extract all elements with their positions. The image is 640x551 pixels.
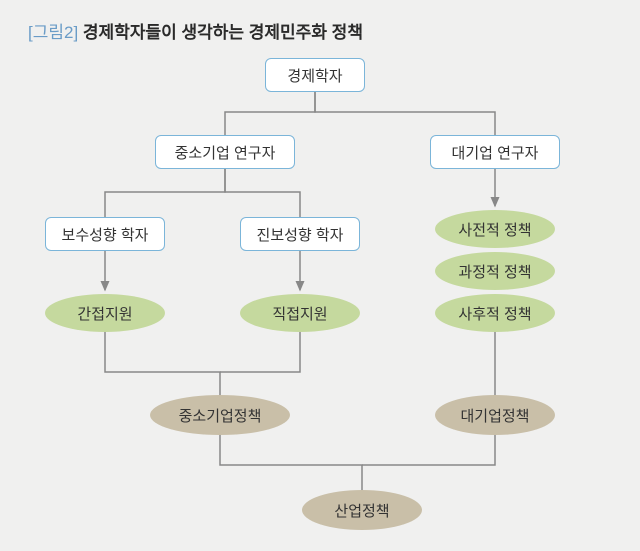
figure-title: [그림2] 경제학자들이 생각하는 경제민주화 정책 — [28, 18, 363, 43]
title-prefix: [그림2] — [28, 23, 78, 42]
node-label: 산업정책 — [334, 500, 389, 521]
node-preemptive: 사전적 정책 — [435, 210, 555, 248]
node-postfacto: 사후적 정책 — [435, 294, 555, 332]
node-root: 경제학자 — [265, 58, 365, 92]
node-label: 간접지원 — [77, 303, 132, 324]
node-label: 보수성향 학자 — [62, 224, 149, 245]
connector — [315, 92, 495, 135]
connector — [225, 92, 315, 135]
node-direct: 직접지원 — [240, 294, 360, 332]
connector — [105, 332, 220, 395]
node-process: 과정적 정책 — [435, 252, 555, 290]
node-label: 진보성향 학자 — [257, 224, 344, 245]
node-conservative: 보수성향 학자 — [45, 217, 165, 251]
node-label: 대기업 연구자 — [452, 142, 539, 163]
title-main: 경제학자들이 생각하는 경제민주화 정책 — [78, 23, 363, 42]
connector — [220, 435, 362, 490]
node-progressive: 진보성향 학자 — [240, 217, 360, 251]
connector — [105, 169, 225, 217]
connector — [362, 435, 495, 465]
node-large_policy: 대기업정책 — [435, 395, 555, 435]
node-indirect: 간접지원 — [45, 294, 165, 332]
node-sme: 중소기업 연구자 — [155, 135, 295, 169]
connector — [225, 169, 300, 217]
node-label: 직접지원 — [272, 303, 327, 324]
node-label: 중소기업정책 — [179, 405, 262, 426]
node-industrial: 산업정책 — [302, 490, 422, 530]
node-sme_policy: 중소기업정책 — [150, 395, 290, 435]
node-label: 과정적 정책 — [458, 261, 531, 282]
node-large: 대기업 연구자 — [430, 135, 560, 169]
node-label: 사전적 정책 — [458, 219, 531, 240]
node-label: 중소기업 연구자 — [175, 142, 276, 163]
connector — [220, 332, 300, 372]
node-label: 대기업정책 — [460, 405, 529, 426]
node-label: 경제학자 — [287, 65, 342, 86]
node-label: 사후적 정책 — [458, 303, 531, 324]
